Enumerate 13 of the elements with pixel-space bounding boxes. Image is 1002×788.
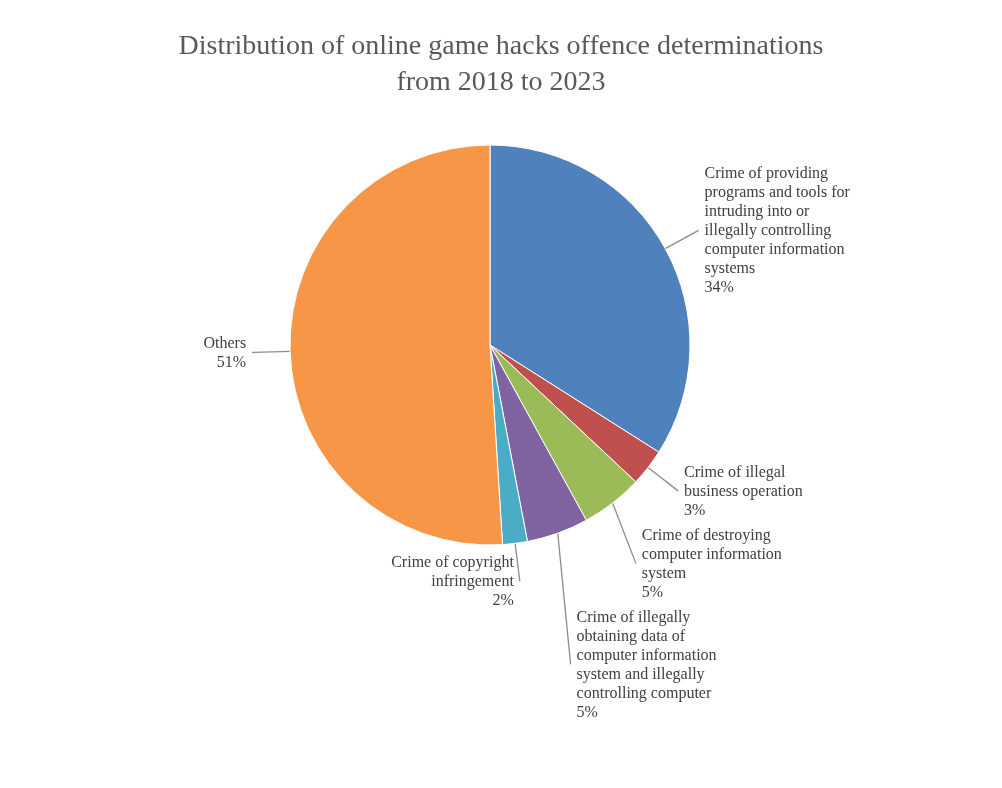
data-label: 5%: [576, 702, 598, 720]
data-label: 34%: [704, 278, 734, 296]
slice-label: Crime of destroying computer information system: [641, 525, 782, 582]
data-label: 2%: [492, 591, 514, 609]
data-label: 5%: [641, 582, 664, 600]
slice-label: Crime of illegally obtaining data of computer information system and illegally controlling computer: [576, 607, 717, 702]
data-label: 51%: [216, 352, 247, 370]
slice-label: Crime of providing programs and tools for intruding into or illegally controlling computer information systems: [704, 164, 851, 278]
slice-label: Others: [203, 333, 247, 351]
slice-label: Crime of illegal business operation: [684, 462, 803, 500]
slice-label: Crime of copyright infringement: [391, 553, 515, 591]
data-label: 3%: [684, 500, 706, 518]
chart-title: Distribution of online game hacks offence determinations from 2018 to 2023: [178, 29, 824, 96]
